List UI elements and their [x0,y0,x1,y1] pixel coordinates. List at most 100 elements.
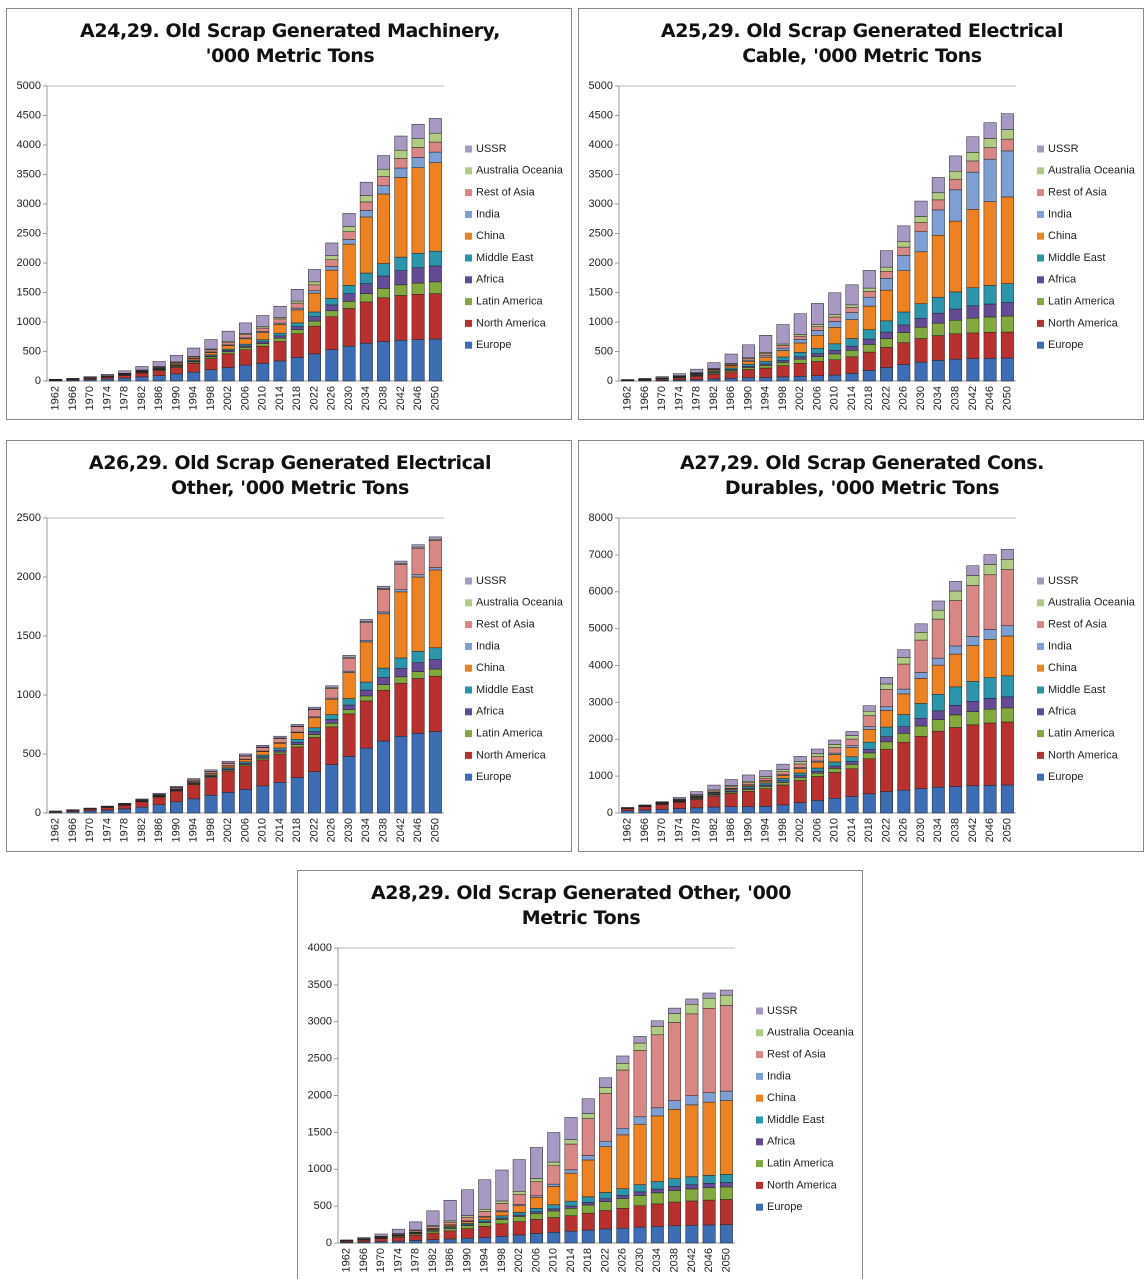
bar-segment [377,585,391,589]
bar-segment [862,287,876,292]
bar-segment [325,349,339,382]
bar-segment [359,342,373,382]
bar-segment [221,341,235,346]
bar-segment [776,362,790,366]
bar-segment [828,343,842,351]
x-tick-label: 2026 [326,818,338,842]
bar-segment [650,1203,664,1227]
bar-segment [169,367,183,375]
x-tick-label: 2038 [377,386,389,410]
bar-segment [256,315,270,327]
bar-segment [308,706,322,710]
bar-segment [1000,138,1014,152]
bar-segment [668,1109,682,1179]
bar-segment [239,755,252,760]
bar-segment [828,772,842,799]
bar-segment [581,1196,595,1203]
bar-segment [655,376,669,379]
x-tick-label: 2042 [395,818,407,842]
bar-segment [290,322,304,327]
legend-swatch [1037,319,1044,327]
x-tick-label: 1994 [188,386,200,410]
x-tick-label: 2038 [949,386,961,410]
bar-segment [845,764,859,770]
x-tick-label: 1962 [341,1248,353,1272]
bar-segment [707,362,721,369]
bar-segment [411,651,425,663]
bar-segment [118,370,132,374]
bar-segment [325,726,339,765]
bar-segment [741,344,755,359]
x-tick-label: 1966 [639,818,651,842]
bar-segment [411,267,425,284]
x-tick-label: 2022 [880,818,892,842]
bar-segment [862,296,876,307]
bar-segment [707,373,721,380]
bar-segment [239,347,252,350]
bar-segment [880,367,894,382]
bar-segment [655,804,669,810]
legend-swatch [465,577,472,585]
y-tick-label: 500 [23,345,41,357]
legend-swatch [465,319,472,327]
y-tick-label: 3000 [589,198,613,210]
bar-segment [914,361,928,382]
bar-segment [411,576,425,652]
bar-segment [411,544,425,548]
bar-segment [308,290,322,294]
legend-swatch [465,254,472,262]
bar-segment [897,270,911,313]
bar-segment [845,745,859,748]
bar-segment [256,343,270,347]
y-tick-label: 1000 [308,1163,332,1175]
chart-panel: 0 500 1000 1500 2000 2500 1962 1966 1970 1974 1978… [6,440,572,852]
bar-segment [256,327,270,332]
bar-segment [880,726,894,737]
x-tick-label: 1998 [777,818,789,842]
bar-segment [547,1132,561,1163]
bar-segment [828,350,842,355]
bar-segment [359,272,373,284]
bar-segment [931,664,945,695]
bar-segment [1000,315,1014,333]
bar-segment [949,220,963,293]
x-tick-label: 2038 [668,1248,680,1272]
bar-segment [359,181,373,196]
bar-segment [897,311,911,326]
x-tick-label: 2002 [794,818,806,842]
bar-segment [530,1197,543,1209]
legend-label: USSR [767,1005,798,1017]
bar-segment [702,1224,716,1244]
x-tick-label: 2002 [794,386,806,410]
bar-segment [428,668,442,677]
bar-segment [564,1208,578,1216]
bar-segment [914,703,928,719]
bar-segment [443,1228,457,1232]
bar-segment [460,1237,474,1244]
legend-label: China [1048,230,1078,242]
x-tick-label: 2010 [829,818,841,842]
x-tick-label: 1978 [691,818,703,842]
bar-segment [811,800,824,814]
bar-segment [845,284,859,306]
bar-segment [793,777,807,781]
bar-segment [581,1204,595,1214]
y-tick-label: 4500 [17,109,41,121]
bar-segment [690,368,704,373]
bar-segment [931,609,945,620]
bar-segment [880,706,894,711]
bar-segment [290,333,304,358]
bar-segment [702,992,716,999]
x-tick-label: 2006 [811,818,823,842]
bar-segment [880,689,894,708]
bar-segment [845,312,859,320]
bar-segment [411,574,425,578]
y-tick-label: 7000 [589,549,613,561]
bar-segment [650,1115,664,1182]
bar-segment [564,1230,578,1244]
y-tick-label: 1000 [17,316,41,328]
bar-segment [685,1184,699,1190]
x-tick-label: 1966 [358,1248,370,1272]
y-tick-label: 0 [607,375,613,387]
bar-segment [966,701,980,712]
